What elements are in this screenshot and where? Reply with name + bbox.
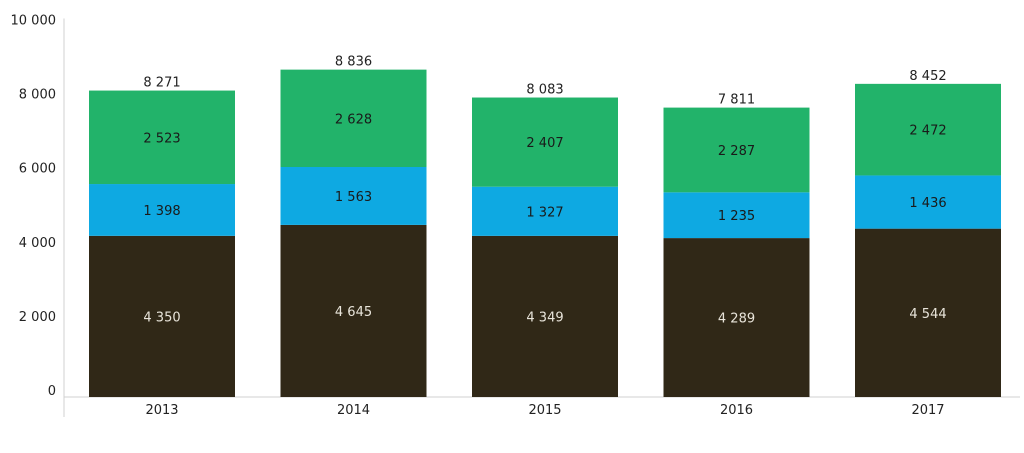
data-label: 2 287: [718, 144, 755, 159]
bar-segment: [472, 235, 618, 397]
total-label: 8 271: [143, 76, 180, 91]
bar-segment: [855, 228, 1001, 397]
total-label: 8 083: [526, 83, 563, 98]
labels: 4 350 1 398 2 523 8 271 4 645 1 563 2 628 8 836…: [143, 55, 946, 327]
data-label: 4 350: [143, 310, 180, 325]
bar-segment: [89, 235, 235, 397]
y-tick-label: 2 000: [19, 310, 56, 325]
data-label: 4 645: [335, 305, 372, 320]
bar-segment: [663, 238, 810, 397]
data-label: 1 436: [909, 196, 946, 211]
bar-segment: [280, 166, 427, 225]
bar-segment: [89, 90, 235, 185]
total-label: 7 811: [718, 93, 755, 108]
bar-segment: [280, 224, 427, 397]
x-tick-label: 2013: [145, 403, 178, 418]
data-label: 2 472: [909, 124, 946, 139]
x-tick-label: 2017: [911, 403, 944, 418]
bar-segment: [89, 184, 235, 236]
data-label: 2 628: [335, 112, 372, 127]
y-tick-label: 6 000: [19, 162, 56, 177]
y-tick-label: 10 000: [11, 14, 57, 29]
total-label: 8 452: [909, 69, 946, 84]
x-tick-label: 2014: [337, 403, 370, 418]
y-tick-label: 4 000: [19, 236, 56, 251]
data-label: 4 349: [526, 310, 563, 325]
bars: [89, 69, 1001, 397]
bar-segment: [472, 186, 618, 236]
data-label: 1 398: [143, 204, 180, 219]
bar-segment: [280, 69, 427, 167]
bar-segment: [663, 192, 810, 239]
data-label: 4 544: [909, 307, 946, 322]
bar-segment: [855, 175, 1001, 229]
data-label: 4 289: [718, 312, 755, 327]
data-label: 1 563: [335, 190, 372, 205]
bar-segment: [472, 97, 618, 187]
bar-segment: [663, 107, 810, 193]
data-label: 1 327: [526, 205, 563, 220]
data-label: 1 235: [718, 209, 755, 224]
total-label: 8 836: [335, 55, 372, 70]
x-tick-label: 2016: [720, 403, 753, 418]
data-label: 2 523: [143, 131, 180, 146]
bar-segment: [855, 83, 1001, 176]
y-tick-label: 0: [48, 384, 56, 399]
y-tick-label: 8 000: [19, 88, 56, 103]
data-label: 2 407: [526, 136, 563, 151]
x-tick-label: 2015: [528, 403, 561, 418]
